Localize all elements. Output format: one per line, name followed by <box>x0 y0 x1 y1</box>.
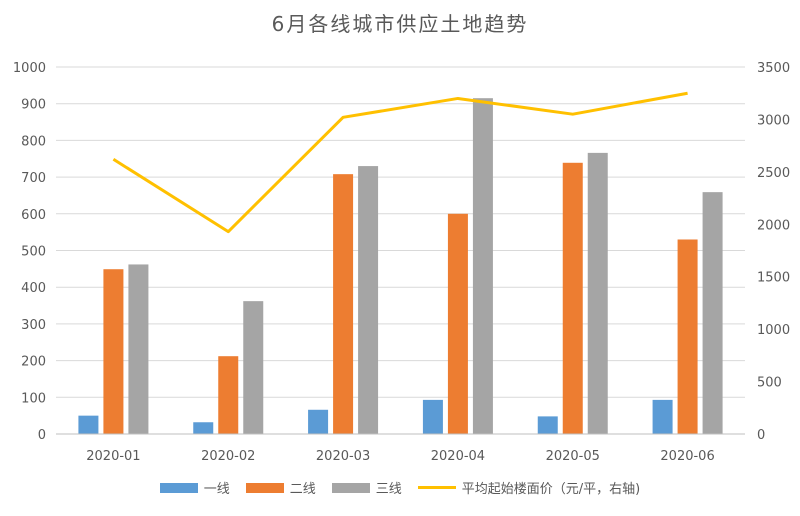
y-left-tick-label: 900 <box>21 98 46 113</box>
y-right-tick-label: 0 <box>757 428 765 443</box>
y-left-tick-label: 800 <box>21 134 46 149</box>
bars <box>78 98 723 435</box>
legend-item-series-2: 二线 <box>245 478 316 497</box>
bar-series-2 <box>677 239 698 434</box>
bar-series-2 <box>562 162 583 435</box>
bar-series-2 <box>103 269 124 434</box>
legend-label-series-4: 平均起始楼面价（元/平，右轴) <box>461 482 641 497</box>
y-left-tick-label: 600 <box>21 208 46 223</box>
y-left-tick-label: 500 <box>21 245 46 260</box>
chart-title: 6月各线城市供应土地趋势 <box>271 12 529 36</box>
y-left-tick-label: 700 <box>21 171 46 186</box>
y-left-tick-label: 0 <box>38 428 46 443</box>
x-tick-label: 2020-06 <box>660 449 714 464</box>
legend-item-series-3: 三线 <box>331 478 402 497</box>
bar-series-1 <box>537 416 558 434</box>
axes: 0 100 200 300 400 500 600 700 800 900 1000 0 500 1000… <box>13 61 790 464</box>
bar-series-3 <box>587 152 608 435</box>
bar-series-2 <box>447 213 468 434</box>
x-tick-label: 2020-04 <box>431 449 485 464</box>
y-right-tick-label: 3000 <box>757 113 790 128</box>
line-series-1 <box>112 91 688 234</box>
y-left-tick-label: 1000 <box>13 61 46 76</box>
bar-series-1 <box>422 399 443 434</box>
x-tick-label: 2020-03 <box>316 449 370 464</box>
legend-swatch-series-3 <box>331 482 370 493</box>
legend: 一线 二线 三线 平均起始楼面价（元/平，右轴) <box>0 478 800 497</box>
bar-series-1 <box>193 422 214 434</box>
y-left-tick-label: 400 <box>21 281 46 296</box>
gridlines <box>56 66 745 435</box>
bar-series-3 <box>358 166 379 434</box>
bar-series-1 <box>652 399 673 434</box>
x-tick-label: 2020-01 <box>86 449 140 464</box>
bar-series-2 <box>333 174 354 434</box>
y-right-tick-label: 500 <box>757 376 782 391</box>
y-right-tick-label: 1000 <box>757 323 790 338</box>
legend-swatch-series-4 <box>417 486 456 489</box>
bar-series-3 <box>472 98 493 434</box>
x-tick-label: 2020-05 <box>546 449 600 464</box>
price-line <box>112 91 688 234</box>
y-left-tick-label: 200 <box>21 355 46 370</box>
legend-item-series-4: 平均起始楼面价（元/平，右轴) <box>417 478 641 497</box>
bar-series-3 <box>128 264 149 434</box>
legend-swatch-series-1 <box>159 482 198 493</box>
bar-series-2 <box>218 356 239 434</box>
bar-series-1 <box>308 409 329 434</box>
x-tick-label: 2020-02 <box>201 449 255 464</box>
y-right-tick-label: 2000 <box>757 218 790 233</box>
legend-label-series-1: 一线 <box>203 482 230 497</box>
legend-item-series-1: 一线 <box>159 478 230 497</box>
legend-label-series-3: 三线 <box>375 482 402 497</box>
y-left-tick-label: 300 <box>21 318 46 333</box>
y-right-tick-label: 1500 <box>757 271 790 286</box>
legend-swatch-series-2 <box>245 482 284 493</box>
bar-series-1 <box>78 415 99 434</box>
plot-area: 0 100 200 300 400 500 600 700 800 900 1000 0 500 1000… <box>13 61 790 464</box>
bar-series-3 <box>243 301 264 434</box>
y-left-tick-label: 100 <box>21 391 46 406</box>
y-right-tick-label: 2500 <box>757 166 790 181</box>
legend-label-series-2: 二线 <box>289 482 316 497</box>
bar-series-3 <box>702 192 723 434</box>
y-right-tick-label: 3500 <box>757 61 790 76</box>
